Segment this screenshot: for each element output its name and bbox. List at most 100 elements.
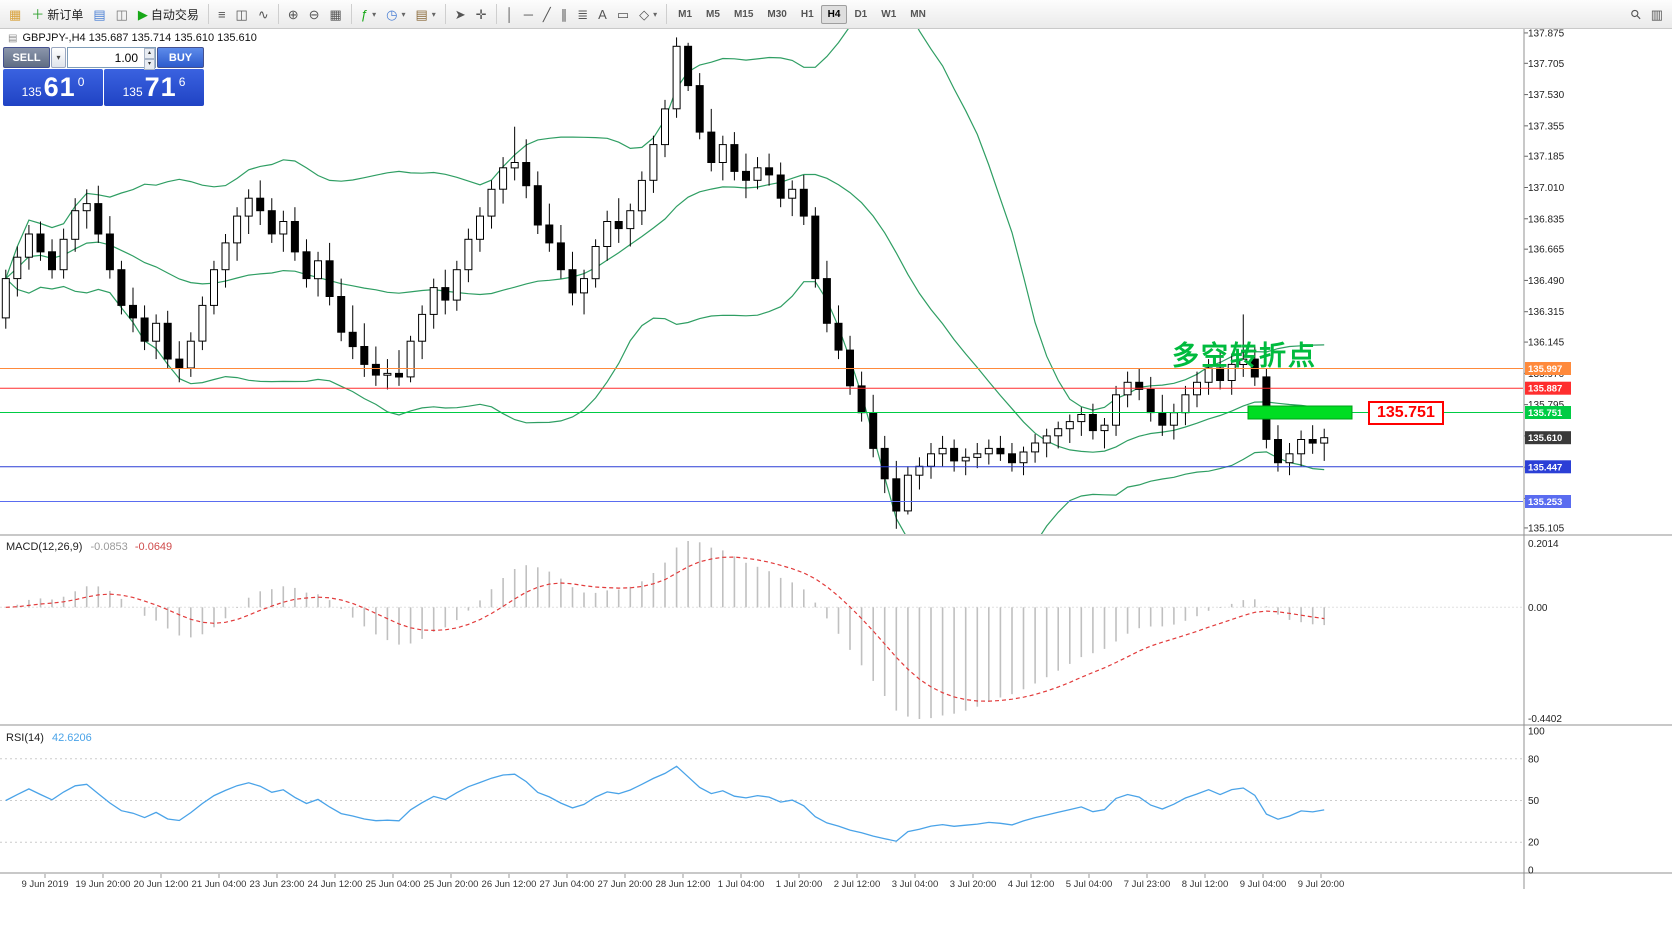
layout-button[interactable]: ▥ [1647,6,1667,23]
rsi-scale-label: 0 [1528,866,1534,877]
zoom-in-icon: ⊕ [287,6,299,22]
vertical-line-button[interactable]: │ [502,6,518,23]
price-pane [1,29,1329,534]
time-axis-label: 21 Jun 04:00 [192,879,247,890]
timeframe-m30-button[interactable]: M30 [767,8,787,20]
chart-svg[interactable]: 137.875 137.705 137.530 137.355 137.185 137.0… [0,29,1672,951]
volume-input[interactable] [67,47,156,68]
time-axis-label: 9 Jul 20:00 [1298,879,1344,890]
price-tick-label: 135.795 [1528,400,1565,411]
buy-price-button[interactable]: 135 71 6 [104,69,204,106]
layout-icon: ▥ [1650,6,1663,22]
rsi-value: 42.6206 [51,732,92,744]
shapes-button[interactable]: ◇ ▾ [635,6,661,23]
time-axis-label: 2 Jul 12:00 [834,879,880,890]
candlestick-chart-button[interactable]: ◫ [232,6,252,23]
channel-icon: ∥ [560,6,568,22]
toolbar-separator [495,4,497,24]
time-axis-label: 26 Jun 12:00 [482,879,537,890]
macd-signal-line [5,556,1325,702]
fibonacci-button[interactable]: ≣ [573,6,592,23]
price-badge [1525,381,1571,395]
time-axis-label: 28 Jun 12:00 [656,879,711,890]
buy-button[interactable]: BUY [157,47,204,68]
search-icon: ⚲ [1627,5,1645,23]
chart-icon: ▤ [8,32,18,44]
sell-price-button[interactable]: 135 61 0 [3,69,103,106]
volume-stepper: ▴ ▾ [143,48,155,70]
volume-up-button[interactable]: ▴ [143,48,155,59]
timeframe-mn-button[interactable]: MN [910,8,926,20]
new-order-icon: ＋ [31,6,45,22]
rsi-indicator-header: RSI(14) 42.6206 [6,732,92,744]
volume-down-button[interactable]: ▾ [143,59,155,70]
rsi-label: RSI(14) [6,732,44,744]
candles [1,37,1329,529]
macd-pane [0,541,1523,719]
profile-button[interactable]: ◫ [112,6,132,23]
candlestick-chart-icon: ◫ [235,6,248,22]
time-axis-label: 1 Jul 04:00 [718,879,764,890]
sell-price-pipette: 0 [77,75,85,89]
timeframe-m1-button[interactable]: M1 [678,8,693,20]
new-order-button[interactable]: ＋新订单 [27,4,87,25]
indicators-button[interactable]: ƒ ▾ [357,6,380,23]
indicators-icon: ƒ [360,6,369,22]
periods-icon: ◷ [386,6,398,22]
new-order-button-label: 新订单 [47,7,84,22]
price-tick-label: 137.185 [1528,152,1565,163]
sell-button[interactable]: SELL [3,47,50,68]
chevron-down-icon: ▾ [431,9,436,19]
rsi-pane [0,758,1523,843]
time-axis-label: 24 Jun 12:00 [308,879,363,890]
time-axis-label: 7 Jul 23:00 [1124,879,1170,890]
time-axis-label: 8 Jul 12:00 [1182,879,1228,890]
charts-window-button[interactable]: ▤ [89,6,109,23]
toolbar-separator [444,4,446,24]
fibonacci-icon: ≣ [577,6,589,22]
search-button[interactable]: ⚲ [1627,5,1645,23]
macd-label: MACD(12,26,9) [6,541,83,553]
bar-chart-button[interactable]: ≡ [214,6,230,23]
templates-button[interactable]: ▤ ▾ [411,6,439,23]
time-axis-label: 20 Jun 12:00 [134,879,189,890]
timeframe-d1-button[interactable]: D1 [854,8,868,20]
periods-button[interactable]: ◷ ▾ [382,6,409,23]
autotrading-icon: ▶ [137,6,148,22]
trendline-button[interactable]: ╱ [539,6,555,23]
tile-windows-icon: ▦ [329,6,342,22]
channel-button[interactable]: ∥ [557,6,572,23]
chart-canvas[interactable]: 137.875 137.705 137.530 137.355 137.185 137.0… [0,29,1672,951]
time-axis-label: 25 Jun 20:00 [424,879,479,890]
cursor-button[interactable]: ➤ [451,6,470,23]
timeframe-m5-button[interactable]: M5 [706,8,720,20]
price-tick-label: 136.145 [1528,338,1565,349]
bollinger-lower-band [5,278,1325,534]
zoom-out-button[interactable]: ⊖ [305,6,324,23]
timeframe-h4-button[interactable]: H4 [820,4,848,24]
time-axis-label: 19 Jun 20:00 [76,879,131,890]
autotrading-button-label: 自动交易 [150,7,199,22]
time-axis-label: 4 Jul 12:00 [1008,879,1054,890]
price-tick-label: 136.835 [1528,214,1565,225]
price-tick-label: 137.530 [1528,90,1565,101]
time-axis-label: 9 Jul 04:00 [1240,879,1286,890]
label-button[interactable]: ▭ [613,6,633,23]
line-chart-button[interactable]: ∿ [254,6,273,23]
autotrading-button[interactable]: ▶ 自动交易 [134,4,203,25]
order-options-dropdown[interactable]: ▾ [51,47,66,68]
timeframe-w1-button[interactable]: W1 [881,8,897,20]
charts-window-icon: ▤ [93,6,106,22]
macd-indicator-header: MACD(12,26,9) -0.0853 -0.0649 [6,541,172,553]
shapes-icon: ◇ [639,6,650,22]
text-button[interactable]: A [594,6,611,23]
zoom-in-button[interactable]: ⊕ [284,6,303,23]
crosshair-button[interactable]: ✛ [472,6,491,23]
timeframe-m15-button[interactable]: M15 [733,8,754,20]
chevron-down-icon: ▾ [401,9,406,19]
time-axis-label: 27 Jun 20:00 [598,879,653,890]
timeframe-h1-button[interactable]: H1 [800,8,814,20]
tile-windows-button[interactable]: ▦ [326,6,346,23]
horizontal-line-button[interactable]: ─ [520,6,537,23]
rsi-scale-label: 100 [1528,727,1545,738]
